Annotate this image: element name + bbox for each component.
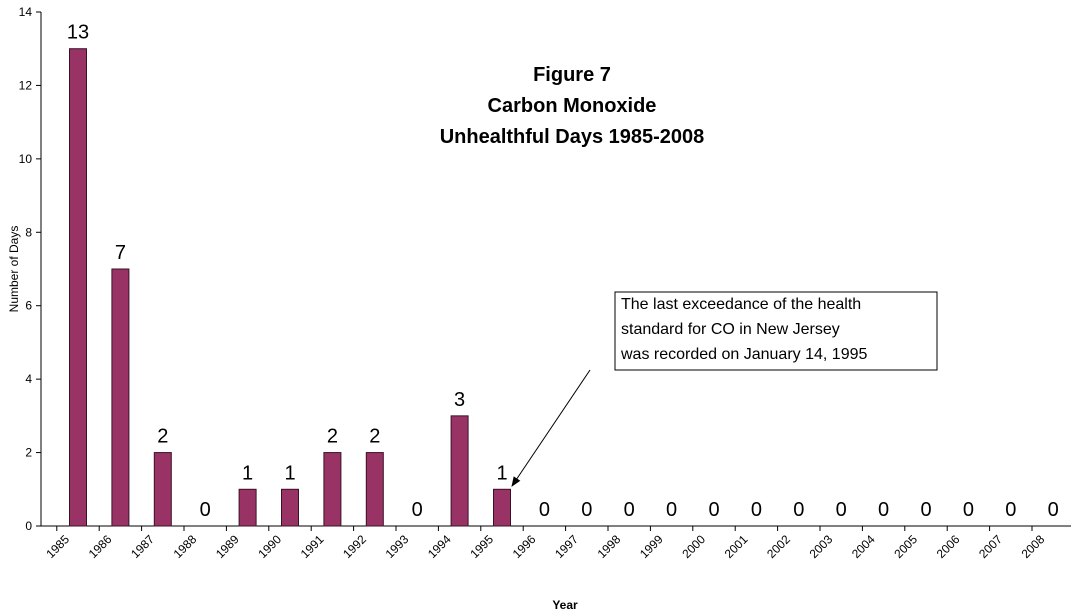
x-tick-label: 2001 <box>722 532 751 561</box>
x-tick-label: 1994 <box>425 532 454 561</box>
data-label: 0 <box>793 499 804 521</box>
data-label: 0 <box>539 499 550 521</box>
x-tick-label: 1997 <box>552 532 581 561</box>
data-label: 1 <box>496 462 507 484</box>
annotation-arrow <box>511 369 591 487</box>
title-line: Unhealthful Days 1985-2008 <box>440 126 705 148</box>
data-label: 3 <box>454 389 465 411</box>
x-tick-label: 1989 <box>213 532 242 561</box>
annotation-line: The last exceedance of the health <box>621 296 861 313</box>
data-label: 13 <box>67 22 89 44</box>
x-tick-label: 1992 <box>340 532 369 561</box>
annotation-line: standard for CO in New Jersey <box>621 321 840 338</box>
data-label: 0 <box>1048 499 1059 521</box>
y-axis-label: Number of Days <box>7 226 21 313</box>
data-label: 2 <box>327 426 338 448</box>
y-tick-label: 8 <box>25 225 32 239</box>
bar <box>493 488 511 527</box>
x-tick-label: 2003 <box>807 532 836 561</box>
x-tick-label: 1998 <box>595 532 624 561</box>
x-tick-label: 2004 <box>849 532 878 561</box>
x-tick-label: 1995 <box>467 532 496 561</box>
y-tick-label: 14 <box>19 5 33 19</box>
data-label: 0 <box>624 499 635 521</box>
x-tick-label: 1996 <box>510 532 539 561</box>
x-tick-label: 2008 <box>1019 532 1048 561</box>
data-label: 0 <box>412 499 423 521</box>
data-label: 7 <box>115 242 126 264</box>
x-tick-label: 1991 <box>298 532 327 561</box>
x-tick-label: 1987 <box>128 532 157 561</box>
bar <box>323 452 342 527</box>
data-label: 0 <box>1005 499 1016 521</box>
x-tick-label: 1988 <box>171 532 200 561</box>
x-tick-label: 2006 <box>934 532 963 561</box>
bar <box>153 452 172 527</box>
data-label: 2 <box>157 426 168 448</box>
bar <box>450 415 469 527</box>
x-tick-label: 2007 <box>976 532 1005 561</box>
data-label: 0 <box>920 499 931 521</box>
x-tick-label: 1990 <box>255 532 284 561</box>
title-line: Figure 7 <box>533 64 611 86</box>
x-tick-label: 1993 <box>383 532 412 561</box>
data-label: 1 <box>284 462 295 484</box>
annotation-box <box>614 291 938 371</box>
y-tick-label: 0 <box>25 519 32 533</box>
y-tick-label: 10 <box>19 152 33 166</box>
data-label: 0 <box>666 499 677 521</box>
data-label: 2 <box>369 426 380 448</box>
x-tick-label: 1999 <box>637 532 666 561</box>
x-tick-label: 1985 <box>43 532 72 561</box>
title-line: Carbon Monoxide <box>488 95 657 117</box>
data-label: 0 <box>963 499 974 521</box>
bar <box>69 48 87 527</box>
x-axis-label: Year <box>552 598 578 612</box>
y-tick-label: 4 <box>25 372 32 386</box>
x-tick-label: 2002 <box>764 532 793 561</box>
y-tick-label: 12 <box>19 78 33 92</box>
bar <box>238 488 257 527</box>
data-label: 0 <box>708 499 719 521</box>
data-label: 1 <box>242 462 253 484</box>
x-tick-label: 1986 <box>86 532 115 561</box>
x-tick-label: 2000 <box>679 532 708 561</box>
data-label: 0 <box>581 499 592 521</box>
x-tick-label: 2005 <box>891 532 920 561</box>
y-tick-label: 6 <box>25 299 32 313</box>
annotation-line: was recorded on January 14, 1995 <box>620 346 867 363</box>
data-label: 0 <box>878 499 889 521</box>
bar <box>111 268 130 527</box>
data-label: 0 <box>751 499 762 521</box>
chart-title: Figure 7 Carbon Monoxide Unhealthful Day… <box>440 64 705 148</box>
data-label: 0 <box>200 499 211 521</box>
y-tick-label: 2 <box>25 446 32 460</box>
bar <box>365 452 384 527</box>
data-label: 0 <box>836 499 847 521</box>
bar <box>281 488 299 527</box>
